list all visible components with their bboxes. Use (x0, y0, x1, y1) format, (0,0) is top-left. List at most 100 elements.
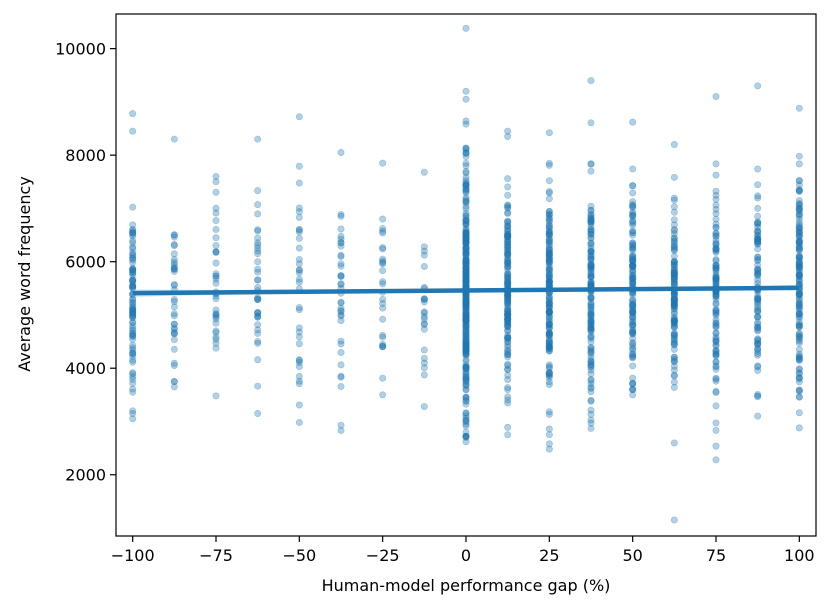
data-point (629, 326, 637, 334)
data-point (670, 358, 678, 366)
data-point (754, 265, 762, 273)
data-point (462, 432, 470, 440)
data-point (670, 297, 678, 305)
data-point (129, 312, 137, 320)
data-point (545, 313, 553, 321)
data-point (629, 210, 637, 218)
data-point (170, 325, 178, 333)
data-point (129, 322, 137, 330)
data-point (545, 299, 553, 307)
data-point (545, 410, 553, 418)
data-point (629, 386, 637, 394)
data-point (337, 252, 345, 260)
data-point (462, 320, 470, 328)
data-point (462, 194, 470, 202)
data-point (712, 342, 720, 350)
data-point (712, 299, 720, 307)
data-point (712, 335, 720, 343)
x-tick-label: 100 (784, 546, 815, 565)
data-point (629, 330, 637, 338)
data-point (545, 278, 553, 286)
data-point (754, 313, 762, 321)
data-point (295, 162, 303, 170)
data-point (462, 245, 470, 253)
data-point (712, 275, 720, 283)
data-point (712, 276, 720, 284)
data-point (587, 241, 595, 249)
data-point (545, 273, 553, 281)
data-point (170, 329, 178, 337)
data-point (545, 361, 553, 369)
data-point (712, 201, 720, 209)
data-point (712, 374, 720, 382)
data-point (462, 341, 470, 349)
data-point (462, 412, 470, 420)
data-point (462, 180, 470, 188)
data-point (462, 295, 470, 303)
data-point (545, 340, 553, 348)
data-point (629, 278, 637, 286)
data-point (462, 322, 470, 330)
data-point (754, 323, 762, 331)
data-point (795, 301, 803, 309)
data-point (670, 345, 678, 353)
data-point (129, 269, 137, 277)
data-point (670, 439, 678, 447)
data-point (587, 410, 595, 418)
data-point (670, 208, 678, 216)
data-point (795, 335, 803, 343)
data-point (545, 237, 553, 245)
data-point (587, 167, 595, 175)
data-point (295, 226, 303, 234)
data-point (629, 278, 637, 286)
data-point (795, 337, 803, 345)
data-point (795, 263, 803, 271)
data-point (545, 252, 553, 260)
data-point (629, 189, 637, 197)
data-point (712, 321, 720, 329)
data-point (712, 265, 720, 273)
data-point (712, 220, 720, 228)
data-point (754, 220, 762, 228)
data-point (795, 152, 803, 160)
data-point (545, 231, 553, 239)
data-point (545, 231, 553, 239)
data-point (587, 416, 595, 424)
data-point (712, 247, 720, 255)
data-point (462, 226, 470, 234)
data-point (795, 375, 803, 383)
data-point (462, 304, 470, 312)
data-point (462, 381, 470, 389)
data-point (504, 238, 512, 246)
data-point (670, 227, 678, 235)
data-point (462, 326, 470, 334)
data-point (795, 187, 803, 195)
data-point (670, 265, 678, 273)
data-point (504, 248, 512, 256)
data-point (420, 308, 428, 316)
data-point (462, 296, 470, 304)
data-point (587, 310, 595, 318)
data-point (129, 312, 137, 320)
data-point (337, 427, 345, 435)
data-point (254, 309, 262, 317)
y-tick-label: 10000 (55, 40, 106, 59)
data-point (129, 203, 137, 211)
data-point (462, 195, 470, 203)
data-point (712, 319, 720, 327)
data-point (754, 320, 762, 328)
data-point (545, 369, 553, 377)
data-point (545, 324, 553, 332)
data-point (754, 227, 762, 235)
data-point (170, 233, 178, 241)
data-point (545, 229, 553, 237)
data-point (462, 247, 470, 255)
data-point (462, 144, 470, 152)
data-point (629, 291, 637, 299)
data-point (587, 255, 595, 263)
data-point (545, 364, 553, 372)
data-point (545, 258, 553, 266)
data-point (462, 245, 470, 253)
data-point (545, 319, 553, 327)
data-point (670, 366, 678, 374)
